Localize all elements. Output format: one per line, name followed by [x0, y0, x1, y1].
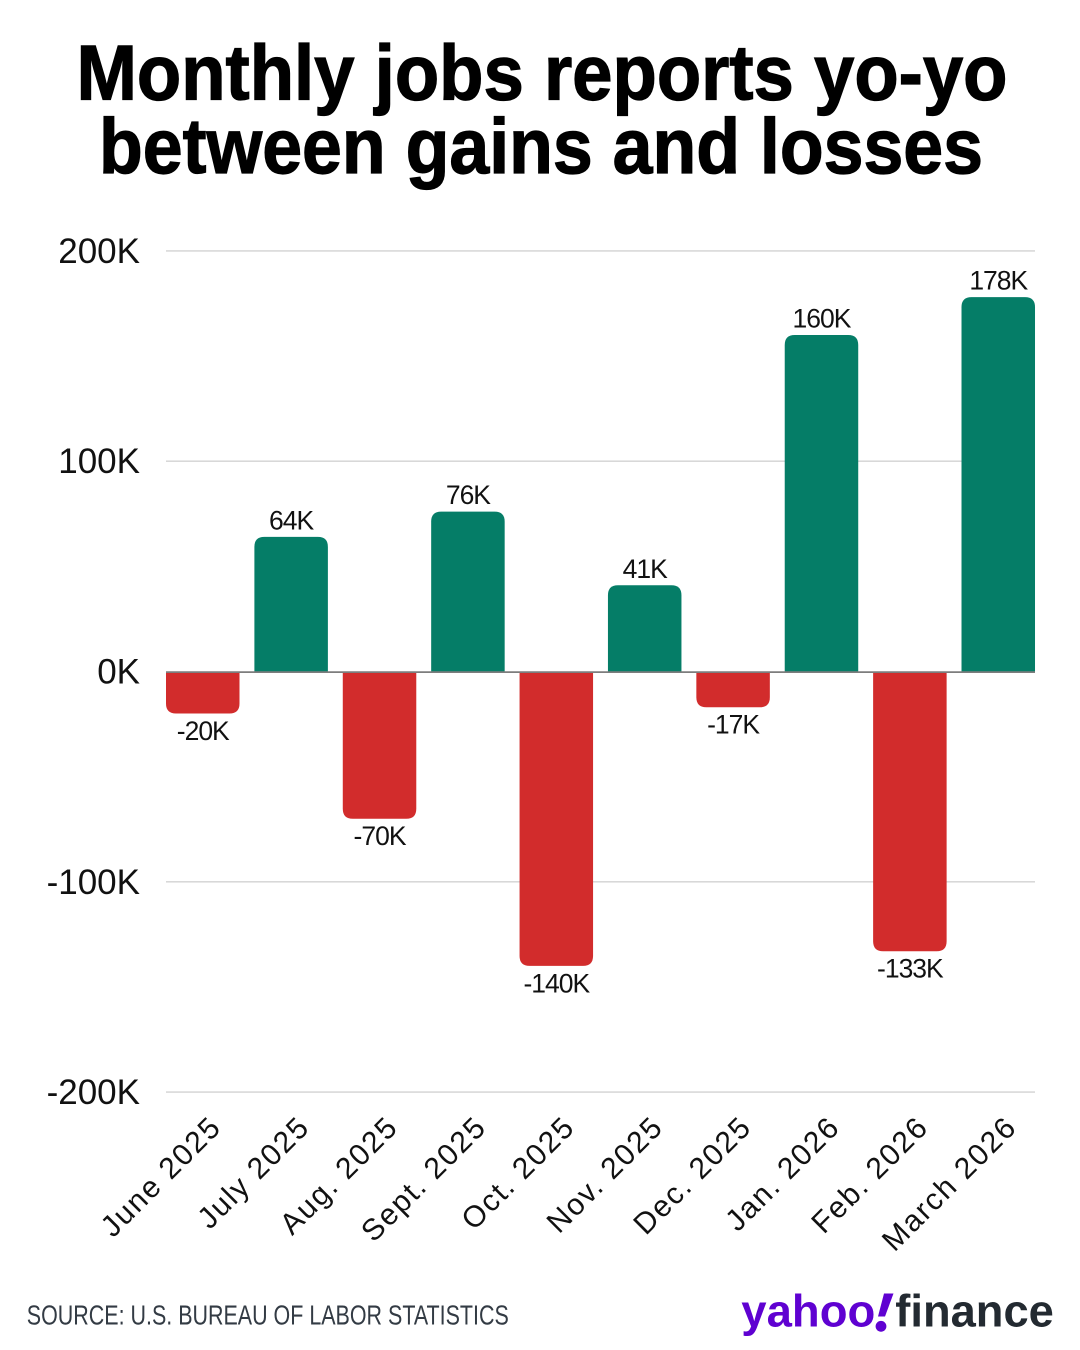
svg-text:178K: 178K [969, 266, 1028, 296]
svg-text:SOURCE: U.S. BUREAU OF LABOR S: SOURCE: U.S. BUREAU OF LABOR STATISTICS [27, 1299, 509, 1330]
svg-text:-200K: -200K [47, 1073, 140, 1112]
svg-text:100K: 100K [58, 442, 140, 481]
svg-text:0K: 0K [97, 653, 140, 692]
svg-text:-140K: -140K [523, 968, 590, 998]
svg-text:160K: 160K [793, 304, 852, 334]
svg-text:between gains and losses: between gains and losses [99, 102, 983, 190]
svg-text:-133K: -133K [877, 954, 944, 984]
svg-text:-17K: -17K [707, 710, 760, 740]
svg-text:76K: 76K [446, 480, 491, 510]
svg-text:-70K: -70K [354, 821, 407, 851]
svg-text:yahoo: yahoo [741, 1286, 875, 1337]
svg-text:-20K: -20K [177, 716, 230, 746]
svg-text:finance: finance [895, 1286, 1054, 1337]
svg-text:64K: 64K [269, 505, 314, 535]
svg-text:-100K: -100K [47, 863, 140, 902]
svg-text:41K: 41K [623, 554, 668, 584]
svg-text:200K: 200K [58, 232, 140, 271]
svg-text:Monthly jobs reports yo-yo: Monthly jobs reports yo-yo [77, 28, 1008, 116]
